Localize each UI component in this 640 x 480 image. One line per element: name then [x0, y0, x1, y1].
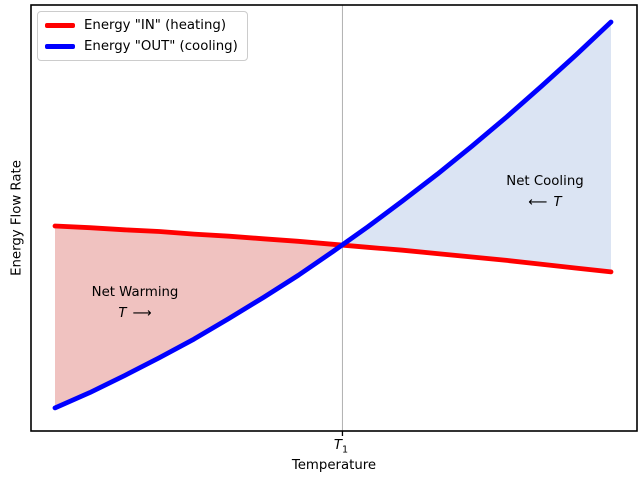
- annotation-net-cooling: Net Cooling ⟵ T: [506, 171, 583, 213]
- left-arrow-icon: ⟵: [528, 195, 548, 210]
- legend: Energy "IN" (heating) Energy "OUT" (cool…: [37, 11, 248, 61]
- legend-item-heating: Energy "IN" (heating): [45, 15, 238, 36]
- y-axis-label: Energy Flow Rate: [9, 160, 25, 276]
- blue-line-swatch: [45, 44, 75, 49]
- t-symbol: T: [553, 195, 562, 210]
- annotation-net-warming: Net Warming T ⟶: [92, 282, 179, 324]
- legend-label-heating: Energy "IN" (heating): [84, 18, 227, 33]
- right-arrow-icon: ⟶: [132, 306, 152, 321]
- x-axis-label: Temperature: [291, 458, 377, 473]
- red-line-swatch: [45, 23, 75, 28]
- legend-item-cooling: Energy "OUT" (cooling): [45, 36, 238, 57]
- x-tick-label-t1: T1: [333, 438, 349, 456]
- t-symbol: T: [118, 306, 127, 321]
- net-warming-title: Net Warming: [91, 285, 179, 300]
- legend-label-cooling: Energy "OUT" (cooling): [84, 39, 238, 54]
- net-warming-direction: T ⟶: [92, 303, 179, 324]
- net-cooling-direction: ⟵ T: [506, 192, 583, 213]
- net-cooling-title: Net Cooling: [506, 174, 584, 189]
